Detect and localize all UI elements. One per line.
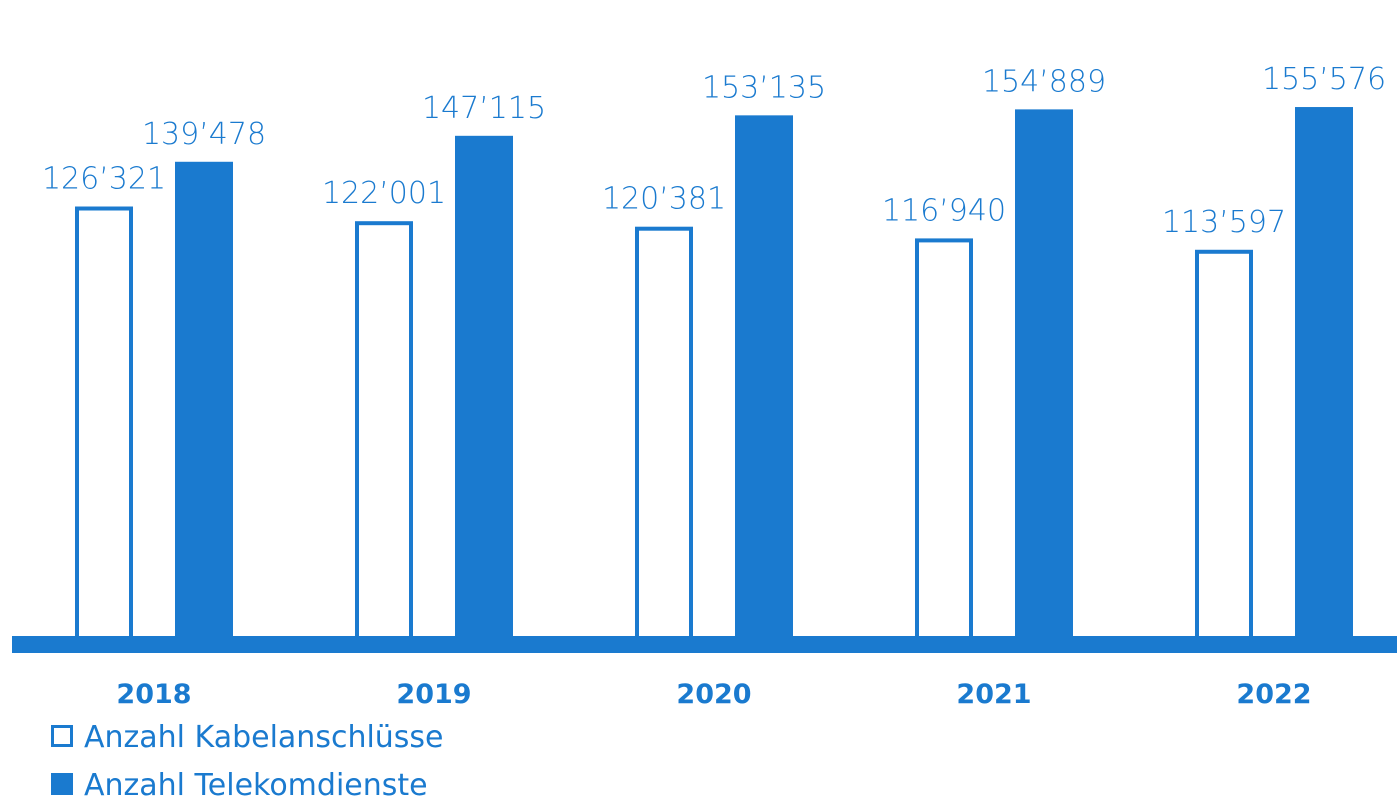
bar-kabelanschluesse-2022 — [1195, 249, 1253, 642]
bar-kabelanschluesse-2021 — [915, 238, 973, 643]
legend-label-kabelanschluesse: Anzahl Kabelanschlüsse — [84, 720, 444, 755]
value-label-telekomdienste-2022: 155’576 — [1262, 62, 1386, 97]
value-labels-layer: 126’321 139’478 122’001 147’115 120’381 153’1… — [42, 62, 1386, 240]
value-label-kabelanschluesse-2020: 120’381 — [602, 182, 726, 217]
value-label-telekomdienste-2019: 147’115 — [422, 91, 546, 126]
legend: Anzahl Kabelanschlüsse Anzahl Telekomdien… — [51, 720, 444, 803]
value-label-kabelanschluesse-2022: 113’597 — [1162, 205, 1286, 240]
bar-telekomdienste-2019 — [455, 135, 513, 640]
category-labels-layer: 2018 2019 2020 2021 2022 — [116, 679, 1311, 710]
bar-telekomdienste-2020 — [735, 115, 793, 640]
bar-kabelanschluesse-2018 — [75, 206, 133, 642]
value-label-kabelanschluesse-2019: 122’001 — [322, 176, 446, 211]
value-label-kabelanschluesse-2018: 126’321 — [42, 162, 166, 197]
bar-telekomdienste-2021 — [1015, 109, 1073, 641]
legend-swatch-kabelanschluesse — [51, 725, 73, 747]
category-label-2019: 2019 — [396, 679, 471, 710]
value-label-kabelanschluesse-2021: 116’940 — [882, 193, 1006, 228]
legend-swatch-telekomdienste — [51, 773, 73, 795]
bar-kabelanschluesse-2020 — [635, 226, 693, 643]
category-label-2020: 2020 — [676, 679, 751, 710]
value-label-telekomdienste-2018: 139’478 — [142, 117, 266, 152]
category-label-2018: 2018 — [116, 679, 191, 710]
category-label-2022: 2022 — [1236, 679, 1311, 710]
legend-label-telekomdienste: Anzahl Telekomdienste — [84, 768, 428, 803]
bars-layer — [75, 107, 1353, 643]
category-label-2021: 2021 — [956, 679, 1031, 710]
bar-telekomdienste-2018 — [175, 161, 233, 641]
value-label-telekomdienste-2020: 153’135 — [702, 70, 826, 105]
bar-kabelanschluesse-2019 — [355, 221, 413, 642]
bar-telekomdienste-2022 — [1295, 107, 1353, 640]
x-axis-baseline — [12, 636, 1397, 653]
value-label-telekomdienste-2021: 154’889 — [982, 64, 1106, 99]
